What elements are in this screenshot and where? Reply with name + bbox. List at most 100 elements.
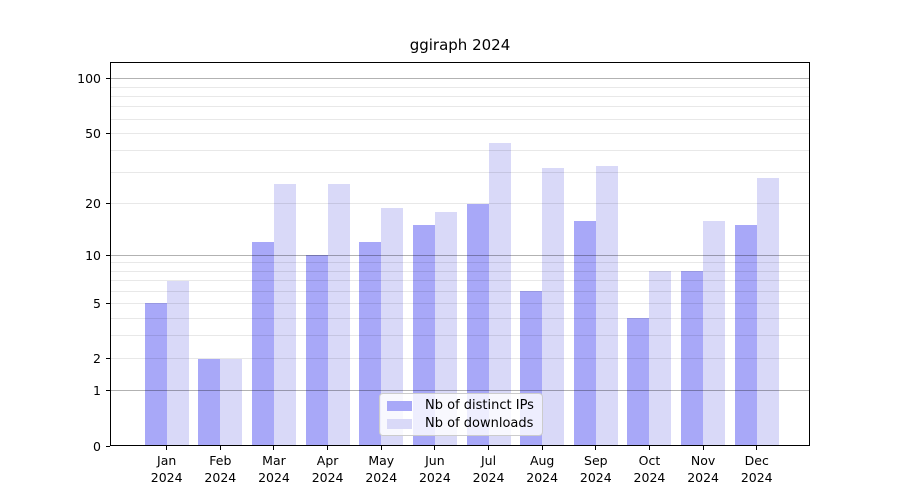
x-tick-jan — [166, 446, 168, 450]
x-tick-label-month: Nov — [690, 453, 716, 468]
bar-nb-of-downloads-dec[interactable] — [756, 178, 779, 446]
y-tick-label-10: 10 — [85, 247, 101, 263]
bar-nb-of-distinct-ips-jun[interactable] — [412, 225, 435, 446]
legend-row-distinct-ips: Nb of distinct IPs — [387, 397, 536, 414]
bar-nb-of-distinct-ips-sep[interactable] — [573, 220, 596, 446]
bar-nb-of-distinct-ips-dec[interactable] — [734, 225, 757, 446]
y-tick-2 — [106, 358, 110, 360]
x-tick-label-month: Oct — [638, 453, 661, 468]
x-tick-label-apr: Apr 2024 — [300, 453, 356, 486]
legend: Nb of distinct IPs Nb of downloads — [379, 393, 543, 436]
x-tick-label-year: 2024 — [204, 469, 237, 485]
legend-label-downloads: Nb of downloads — [425, 416, 534, 431]
x-tick-feb — [219, 446, 221, 450]
bar-nb-of-downloads-mar[interactable] — [273, 183, 296, 446]
x-tick-label-may: May 2024 — [353, 453, 409, 486]
bar-nb-of-downloads-feb[interactable] — [220, 358, 243, 446]
bar-nb-of-distinct-ips-mar[interactable] — [251, 242, 274, 446]
y-tick-20 — [106, 203, 110, 205]
y-tick-label-2: 2 — [93, 351, 101, 367]
x-tick-label-dec: Dec 2024 — [729, 453, 785, 486]
x-tick-label-month: May — [368, 453, 395, 468]
gridline-y-60 — [110, 118, 810, 120]
gridline-y-3 — [110, 335, 810, 337]
x-tick-label-month: Jan — [157, 453, 177, 468]
x-tick-dec — [756, 446, 758, 450]
bar-nb-of-downloads-aug[interactable] — [542, 167, 565, 446]
bar-nb-of-downloads-jan[interactable] — [166, 280, 189, 446]
x-tick-label-jul: Jul 2024 — [461, 453, 517, 486]
bar-nb-of-downloads-oct[interactable] — [649, 271, 672, 446]
y-tick-1 — [106, 390, 110, 392]
bar-nb-of-downloads-nov[interactable] — [703, 220, 726, 446]
legend-row-downloads: Nb of downloads — [387, 415, 536, 432]
y-tick-100 — [106, 78, 110, 80]
x-tick-mar — [273, 446, 275, 450]
x-tick-label-month: Apr — [316, 453, 339, 468]
chart-title: ggiraph 2024 — [409, 36, 511, 54]
x-tick-label-oct: Oct 2024 — [621, 453, 677, 486]
gridline-y-9 — [110, 262, 810, 264]
x-tick-label-aug: Aug 2024 — [514, 453, 570, 486]
x-tick-nov — [702, 446, 704, 450]
gridline-y-6 — [110, 290, 810, 292]
x-tick-aug — [541, 446, 543, 450]
bar-nb-of-distinct-ips-nov[interactable] — [681, 271, 704, 446]
gridline-y-1 — [110, 390, 810, 392]
gridline-y-7 — [110, 280, 810, 282]
gridline-y-80 — [110, 96, 810, 97]
x-tick-label-month: Jul — [480, 453, 497, 468]
bar-nb-of-distinct-ips-feb[interactable] — [198, 358, 221, 446]
legend-label-distinct-ips: Nb of distinct IPs — [425, 398, 534, 413]
gridline-y-70 — [110, 106, 810, 108]
bar-nb-of-distinct-ips-apr[interactable] — [305, 255, 328, 446]
x-tick-label-nov: Nov 2024 — [675, 453, 731, 486]
x-tick-label-jan: Jan 2024 — [139, 453, 195, 486]
x-tick-label-year: 2024 — [311, 469, 344, 485]
x-tick-may — [380, 446, 382, 450]
x-tick-label-year: 2024 — [150, 469, 183, 485]
x-tick-jun — [434, 446, 436, 450]
bar-nb-of-downloads-apr[interactable] — [327, 183, 350, 446]
y-tick-50 — [106, 132, 110, 134]
x-tick-label-year: 2024 — [526, 469, 559, 485]
plot-area — [110, 62, 810, 446]
bar-nb-of-distinct-ips-oct[interactable] — [627, 318, 650, 446]
x-tick-label-year: 2024 — [633, 469, 666, 485]
x-tick-label-year: 2024 — [365, 469, 398, 485]
bar-nb-of-distinct-ips-may[interactable] — [359, 242, 382, 446]
x-tick-label-mar: Mar 2024 — [246, 453, 302, 486]
bar-nb-of-distinct-ips-jul[interactable] — [466, 203, 489, 446]
x-tick-label-year: 2024 — [687, 469, 719, 485]
y-tick-10 — [106, 254, 110, 256]
x-tick-label-month: Aug — [529, 453, 555, 468]
x-tick-label-month: Sep — [584, 453, 608, 468]
x-tick-label-feb: Feb 2024 — [192, 453, 248, 486]
bar-nb-of-downloads-sep[interactable] — [595, 165, 618, 446]
x-tick-label-year: 2024 — [740, 469, 773, 485]
x-tick-label-month: Jun — [425, 453, 445, 468]
x-tick-label-jun: Jun 2024 — [407, 453, 463, 486]
gridline-y-90 — [110, 86, 810, 88]
gridline-y-40 — [110, 150, 810, 152]
y-tick-label-0: 0 — [93, 438, 101, 454]
gridline-y-10 — [110, 254, 810, 256]
x-tick-label-year: 2024 — [418, 469, 451, 485]
gridline-y-50 — [110, 132, 810, 134]
bar-nb-of-downloads-may[interactable] — [381, 207, 404, 446]
y-tick-0 — [106, 445, 110, 447]
gridline-y-100 — [110, 78, 810, 80]
bar-nb-of-downloads-jul[interactable] — [488, 143, 511, 446]
y-tick-label-5: 5 — [93, 295, 101, 311]
legend-swatch-distinct-ips — [387, 400, 412, 411]
gridline-y-5 — [110, 302, 810, 304]
bar-nb-of-downloads-jun[interactable] — [434, 211, 457, 446]
bar-nb-of-distinct-ips-jan[interactable] — [144, 303, 167, 446]
gridline-y-8 — [110, 270, 810, 272]
x-tick-jul — [488, 446, 490, 450]
gridline-y-4 — [110, 317, 810, 319]
x-tick-label-year: 2024 — [579, 469, 612, 485]
gridline-y-30 — [110, 172, 810, 174]
x-tick-sep — [595, 446, 597, 450]
